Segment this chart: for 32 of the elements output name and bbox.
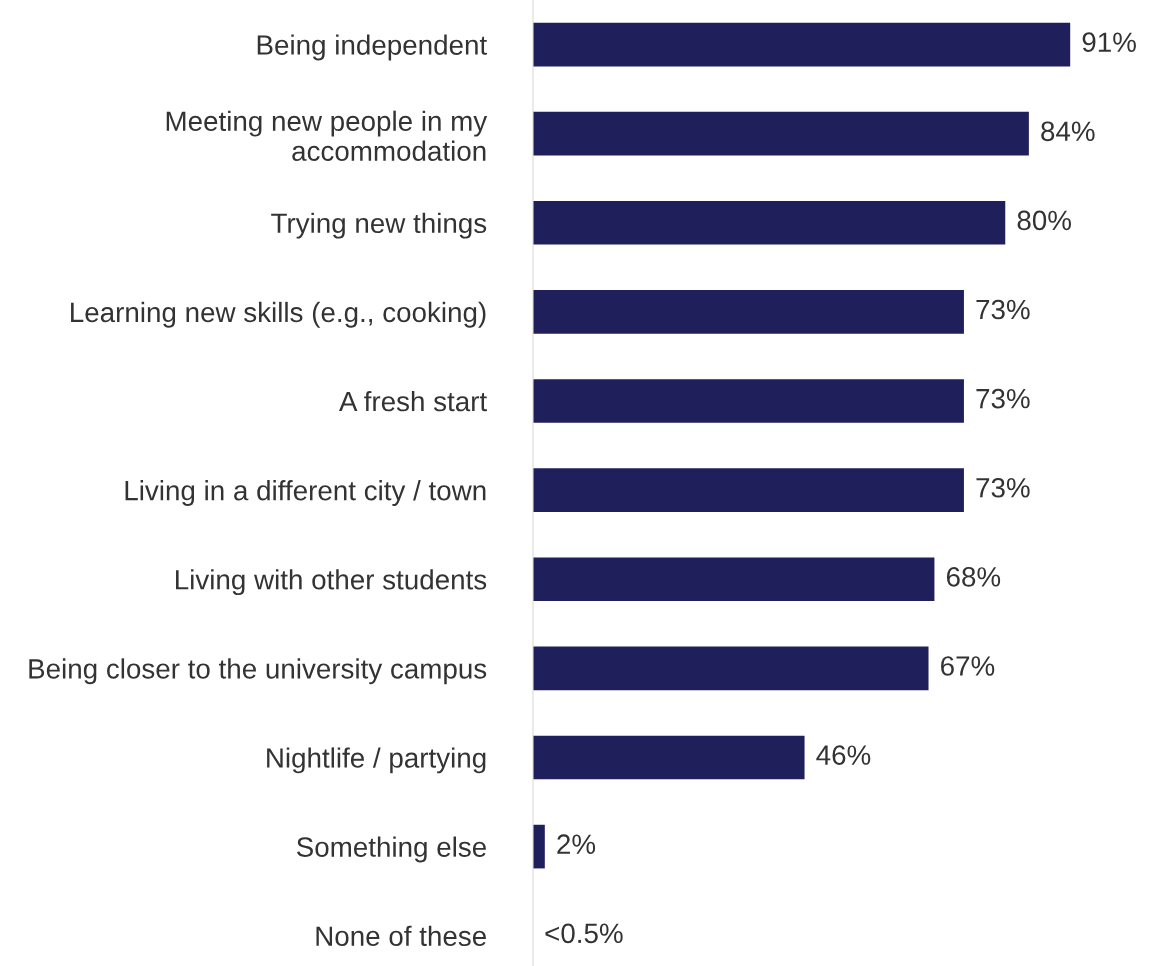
y-tick-label: A fresh start	[339, 390, 487, 412]
bar	[533, 290, 964, 334]
y-tick-label: Trying new things	[271, 212, 487, 239]
y-tick-label: Learning new skills (e.g., cooking)	[71, 301, 486, 328]
y-tick-label: Living with other students	[176, 569, 487, 596]
data-label: 73%	[976, 477, 1030, 498]
data-label: 80%	[1017, 210, 1071, 231]
data-label: 91%	[1082, 32, 1136, 53]
bar	[533, 22, 1071, 67]
data-label: <0.5%	[545, 923, 623, 944]
y-tick-label: Being closer to the university campus	[29, 658, 487, 685]
data-label: 84%	[1041, 121, 1095, 142]
data-label: 2%	[557, 834, 596, 854]
bar	[533, 111, 1029, 156]
bar	[533, 557, 935, 602]
data-label: 67%	[941, 656, 995, 676]
bar	[533, 200, 1006, 245]
y-tick-label: Something else	[296, 836, 486, 863]
bar	[533, 379, 964, 423]
bar	[533, 468, 964, 512]
data-label: 68%	[946, 567, 1001, 587]
data-label: 73%	[976, 299, 1030, 320]
y-tick-label: Living in a different city / town	[125, 480, 486, 506]
bar	[533, 735, 805, 780]
bar	[533, 824, 545, 869]
data-label: 73%	[976, 388, 1030, 409]
bar	[533, 646, 929, 691]
y-tick-label: None of these	[316, 925, 486, 947]
y-tick-label: Nightlife / partying	[267, 747, 486, 774]
y-tick-label: Being independent	[257, 34, 487, 61]
data-label: 46%	[816, 745, 871, 765]
y-tick-label: Meeting new people in my accommodation	[166, 110, 488, 161]
